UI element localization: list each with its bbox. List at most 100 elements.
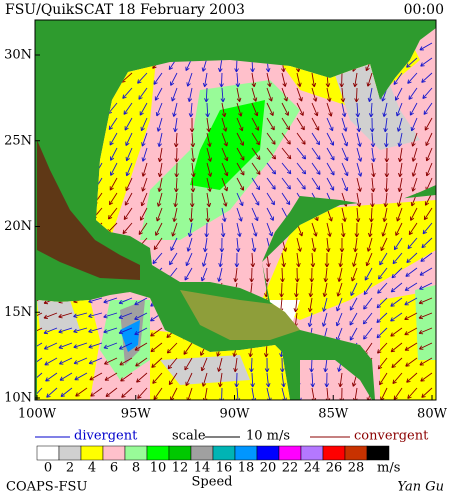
wind-vector [366, 72, 373, 87]
wind-vector [184, 357, 193, 371]
wind-vector [380, 237, 388, 252]
wind-vector [118, 312, 133, 320]
wind-vector [309, 357, 314, 373]
wind-vector [338, 252, 344, 268]
wind-vector [349, 312, 358, 326]
wind-vector [266, 207, 274, 221]
wind-vector [89, 372, 103, 381]
speed-zone [415, 285, 436, 360]
wind-vector [352, 72, 358, 88]
wind-vector [326, 87, 332, 102]
wind-vector [408, 87, 418, 100]
lat-label: 30N [4, 48, 32, 63]
wind-vector [379, 372, 388, 386]
wind-vector [118, 342, 133, 350]
wind-vector [341, 147, 349, 162]
wind-vector [281, 192, 291, 206]
wind-vector [110, 162, 118, 176]
wind-vector [251, 87, 258, 102]
wind-vector [356, 147, 363, 162]
wind-vector [109, 177, 118, 191]
wind-vector [341, 117, 348, 132]
wind-vector [205, 207, 211, 223]
wind-vector [341, 177, 349, 192]
wind-vector [404, 297, 418, 306]
wind-vector [171, 87, 178, 102]
wind-vector [266, 147, 277, 160]
wind-vector [152, 372, 163, 384]
lat-label: 10N [4, 391, 32, 406]
wind-vector [266, 72, 272, 87]
wind-vector [206, 132, 212, 147]
wind-vector [281, 252, 286, 268]
wind-vector [296, 102, 304, 116]
wind-vector [307, 297, 313, 313]
wind-vector [184, 267, 193, 281]
wind-vector [134, 327, 148, 336]
wind-vector [58, 312, 73, 319]
wind-vector [420, 57, 433, 67]
wind-vector [74, 372, 88, 381]
footer-right: Yan Gu [397, 480, 444, 495]
wind-vector [90, 387, 103, 397]
wind-vector [155, 222, 163, 236]
wind-vector [376, 312, 388, 324]
colorbar-label: 2 [66, 461, 74, 476]
wind-vector [187, 222, 193, 238]
wind-vector [73, 357, 88, 365]
wind-vector [123, 207, 133, 221]
wind-vector [321, 312, 328, 327]
wind-vector [421, 237, 433, 249]
wind-vector [376, 327, 388, 339]
colorbar-unit: m/s [377, 461, 400, 476]
wind-vector [189, 117, 195, 133]
wind-vector [376, 297, 388, 309]
wind-vector [249, 267, 254, 283]
wind-vector [336, 297, 343, 312]
wind-vector [411, 162, 418, 177]
wind-vector [236, 207, 243, 222]
wind-vector [280, 357, 285, 373]
wind-vector [377, 342, 388, 354]
colorbar-swatch [344, 445, 368, 461]
wind-vector [154, 87, 163, 101]
wind-vector [122, 87, 133, 99]
colorbar-label: 26 [326, 461, 343, 476]
wind-vector [218, 372, 223, 388]
wind-vector [151, 357, 163, 368]
wind-vector [103, 297, 118, 304]
wind-vector [311, 72, 317, 88]
wind-vector [251, 237, 257, 253]
colorbar-swatch [300, 445, 324, 461]
wind-vector [139, 102, 148, 116]
wind-vector [356, 132, 362, 147]
wind-vector [370, 192, 375, 208]
wind-vector [353, 237, 358, 253]
wind-vector [326, 222, 332, 237]
colorbar-label: 28 [348, 461, 365, 476]
wind-vector [190, 147, 196, 163]
wind-vector [124, 117, 133, 131]
colorbar-swatch [36, 445, 60, 461]
wind-vector [390, 282, 403, 293]
wind-vector [104, 372, 118, 381]
wind-vector [377, 282, 388, 294]
wind-vector [364, 267, 373, 281]
wind-vector [251, 102, 259, 117]
wind-vector [205, 102, 210, 118]
wind-vector [203, 237, 208, 253]
colorbar-label: 22 [282, 461, 299, 476]
wind-vector [235, 72, 241, 88]
wind-vector [371, 147, 376, 163]
wind-vector [206, 177, 212, 192]
colorbar-label: 24 [304, 461, 321, 476]
wind-vector [279, 282, 284, 298]
wind-vector [281, 87, 288, 102]
wind-vector [141, 177, 148, 192]
wind-vector [397, 192, 403, 207]
wind-vector [266, 102, 274, 116]
wind-vector [370, 177, 376, 193]
wind-vector [221, 117, 228, 132]
wind-vector [404, 312, 418, 321]
legend-scale: scale [172, 429, 206, 444]
